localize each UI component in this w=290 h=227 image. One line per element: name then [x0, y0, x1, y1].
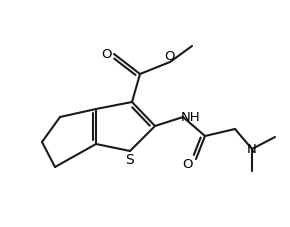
Text: NH: NH — [181, 111, 201, 124]
Text: S: S — [126, 152, 134, 166]
Text: O: O — [102, 48, 112, 61]
Text: O: O — [183, 158, 193, 171]
Text: O: O — [165, 49, 175, 62]
Text: N: N — [247, 143, 257, 156]
